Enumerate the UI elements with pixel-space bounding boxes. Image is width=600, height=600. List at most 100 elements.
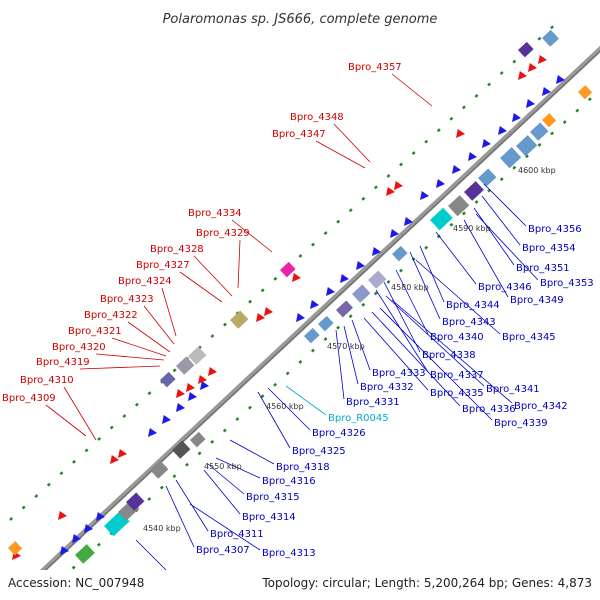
gene-label: Bpro_4354: [522, 243, 576, 254]
gene-arrow: [58, 511, 67, 520]
gene-block: [352, 284, 371, 303]
gene-arrow: [390, 229, 399, 238]
label-connector: [385, 295, 485, 387]
gene-label: Bpro_4351: [516, 263, 570, 274]
gene-block: [530, 122, 549, 141]
gene-label: Bpro_4340: [430, 332, 484, 343]
gene-label: Bpro_4346: [478, 282, 532, 293]
gene-block: [516, 135, 538, 157]
gene-label: Bpro_4313: [262, 548, 316, 559]
gene-arrow: [200, 381, 209, 390]
gene-block: [578, 85, 593, 100]
gene-arrow: [118, 449, 127, 458]
kbp-tick-label: 4580 kbp: [391, 283, 429, 292]
accession-text: Accession: NC_007948: [8, 576, 144, 590]
gene-label: Bpro_4334: [188, 208, 242, 219]
label-connector: [333, 123, 371, 163]
gene-arrow: [208, 367, 217, 376]
gene-label: Bpro_4339: [494, 418, 548, 429]
gene-arrow: [482, 139, 491, 148]
label-connector: [267, 387, 311, 431]
gene-block: [541, 29, 559, 47]
gene-arrow: [404, 217, 413, 226]
gene-label: Bpro_4323: [100, 294, 154, 305]
gene-arrow: [436, 179, 445, 188]
kbp-tick-label: 4560 kbp: [266, 402, 304, 411]
gene-label: Bpro_4318: [276, 462, 330, 473]
label-connector: [215, 457, 261, 479]
gene-arrow: [372, 247, 381, 256]
label-connector: [189, 503, 261, 551]
kbp-tick-label: 4550 kbp: [204, 462, 242, 471]
gene-label: Bpro_4333: [372, 368, 426, 379]
label-connector: [45, 404, 87, 437]
label-connector: [473, 207, 515, 266]
gene-arrow: [60, 546, 69, 555]
gene-arrow: [456, 129, 465, 138]
gene-label: Bpro_4314: [242, 512, 296, 523]
label-connector: [143, 305, 175, 345]
gene-arrow: [84, 524, 93, 533]
gene-block: [229, 310, 249, 329]
gene-block: [74, 544, 95, 564]
gene-label: Bpro_4319: [36, 357, 90, 368]
map-title: Polaromonas sp. JS666, complete genome: [163, 12, 438, 27]
gene-block: [150, 460, 169, 479]
gene-label: Bpro_4322: [84, 310, 138, 321]
gene-block: [317, 315, 334, 332]
gene-block: [280, 261, 296, 278]
gene-label: Bpro_4353: [540, 278, 594, 289]
label-connector: [371, 311, 461, 407]
gene-block: [464, 181, 484, 201]
gene-label: Bpro_4320: [52, 342, 106, 353]
genome-backbone: [7, 45, 600, 600]
kbp-tick-label: 4540 kbp: [143, 524, 181, 533]
gene-label: Bpro_4342: [514, 401, 568, 412]
gene-label: Bpro_4338: [422, 350, 476, 361]
gene-label: Bpro_4357: [348, 62, 402, 73]
gene-label: Bpro_4335: [430, 388, 484, 399]
label-connector: [391, 299, 513, 404]
gene-arrow: [326, 287, 335, 296]
gene-arrow: [526, 99, 535, 108]
gene-arrow: [264, 307, 273, 316]
gene-block: [430, 207, 453, 231]
gene-label: Bpro_4309: [2, 393, 56, 404]
label-connector: [315, 140, 366, 169]
label-connector: [193, 255, 233, 297]
label-connector: [111, 337, 167, 357]
gene-arrow: [162, 415, 171, 424]
gene-arrow: [110, 455, 119, 464]
gene-block: [304, 327, 320, 344]
gene-block: [518, 41, 534, 58]
gene-arrow: [176, 389, 185, 398]
gene-block: [542, 113, 557, 128]
gene-arrow: [356, 261, 365, 270]
gene-arrow: [528, 63, 537, 72]
footer-background: [0, 570, 600, 600]
label-connector: [351, 319, 371, 371]
gene-block: [190, 431, 206, 448]
gene-arrow: [186, 383, 195, 392]
gene-arrow: [96, 512, 105, 521]
label-connector: [79, 365, 161, 370]
label-connector: [383, 281, 421, 353]
label-connector: [409, 251, 441, 320]
gene-label: Bpro_4307: [196, 545, 250, 556]
gene-label: Bpro_4327: [136, 260, 190, 271]
gene-label: Bpro_4325: [292, 446, 346, 457]
label-connector: [229, 439, 275, 465]
gene-label: Bpro_4349: [510, 295, 564, 306]
kbp-tick-label: 4590 kbp: [453, 224, 491, 233]
label-connector: [415, 259, 501, 335]
gene-label: Bpro_4316: [262, 476, 316, 487]
gene-arrow: [518, 71, 527, 80]
label-connector: [343, 325, 359, 385]
gene-label: Bpro_4328: [150, 244, 204, 255]
label-connector: [207, 463, 245, 495]
gene-label: Bpro_4315: [246, 492, 300, 503]
gene-label: Bpro_4336: [462, 404, 516, 415]
gene-block: [500, 147, 522, 169]
gene-arrow: [72, 534, 81, 543]
